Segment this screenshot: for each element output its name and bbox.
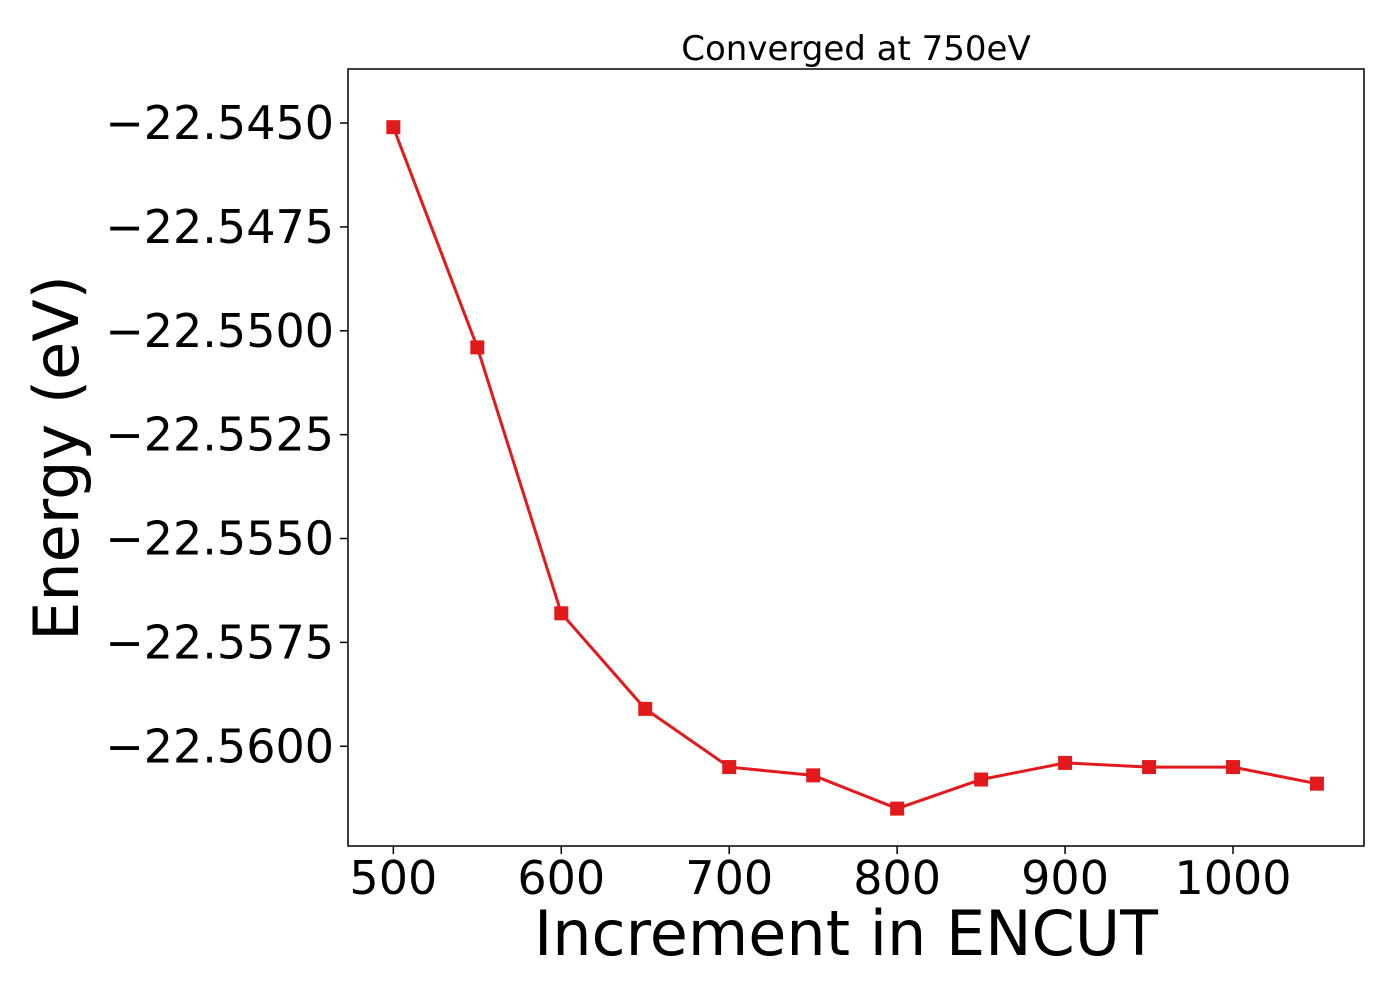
x-tick-label: 1000	[1174, 851, 1291, 905]
y-tick-label: −22.5525	[105, 408, 334, 462]
y-tick-label: −22.5475	[105, 200, 334, 254]
plot-area-frame	[347, 68, 1365, 847]
x-tick-label: 500	[349, 851, 437, 905]
data-point	[974, 772, 989, 787]
chart-title: Converged at 750eV	[681, 29, 1030, 69]
series-line	[391, 126, 1318, 811]
y-axis: −22.5450 −22.5475 −22.5500 −22.5525 −22.5550…	[105, 96, 348, 773]
y-tick-label: −22.5575	[105, 615, 334, 669]
data-point	[806, 768, 821, 783]
data-point	[554, 606, 569, 621]
data-point	[1309, 776, 1324, 791]
data-point	[890, 801, 905, 816]
y-tick-label: −22.5600	[105, 719, 334, 773]
data-point	[1226, 760, 1241, 775]
x-tick-label: 900	[1021, 851, 1109, 905]
y-tick-label: −22.5450	[105, 96, 334, 150]
y-axis-label: Energy (eV)	[20, 275, 93, 641]
data-point	[722, 760, 737, 775]
series-group	[386, 120, 1324, 816]
data-point	[470, 340, 485, 355]
data-point	[1058, 755, 1073, 770]
x-tick-label: 600	[517, 851, 605, 905]
data-point	[386, 120, 401, 135]
x-axis: 500 600 700 800 900 1000	[349, 846, 1292, 905]
x-axis-label: Increment in ENCUT	[534, 897, 1159, 970]
data-point	[1142, 760, 1157, 775]
data-point	[638, 701, 653, 716]
y-tick-label: −22.5500	[105, 304, 334, 358]
y-tick-label: −22.5550	[105, 512, 334, 566]
x-tick-label: 800	[853, 851, 941, 905]
x-tick-label: 700	[685, 851, 773, 905]
